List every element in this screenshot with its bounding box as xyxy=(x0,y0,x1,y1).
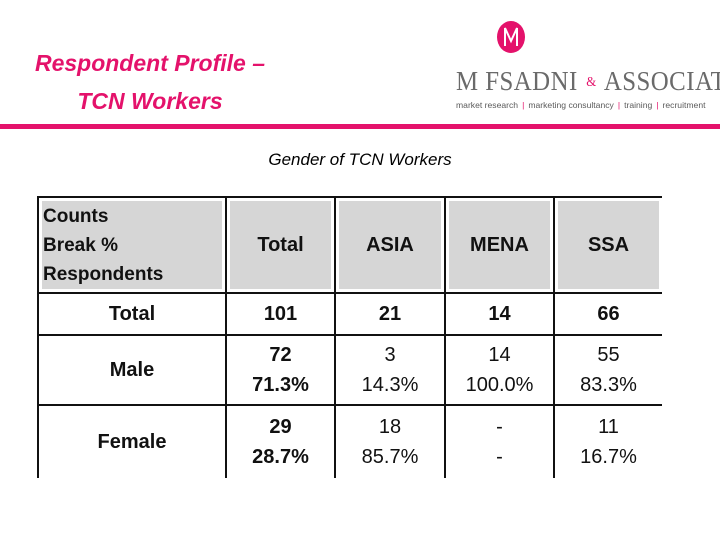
column-header-total: Total xyxy=(225,196,336,294)
cell-count: 14 xyxy=(444,292,555,336)
column-header-asia: ASIA xyxy=(334,196,446,294)
cell-percent: 16.7% xyxy=(580,446,637,468)
cell-count: 3 xyxy=(384,344,396,366)
logo-company-name: M FSADNI & ASSOCIATES xyxy=(456,66,720,97)
table-cell: 18 85.7% xyxy=(334,404,446,478)
tagline-separator: | xyxy=(617,100,621,110)
cell-count: 66 xyxy=(553,292,662,336)
gender-table-container: Counts Break % Respondents Total ASIA ME… xyxy=(37,196,662,482)
tagline-item: market research xyxy=(456,100,519,110)
logo-name-right: ASSOCIATES xyxy=(603,66,720,96)
table-title: Gender of TCN Workers xyxy=(268,150,452,169)
row-label: Total xyxy=(37,292,227,336)
cell-percent: 85.7% xyxy=(361,446,419,468)
cell-percent: 83.3% xyxy=(580,374,637,396)
logo-ampersand: & xyxy=(586,75,597,90)
slide-title-line-2: TCN Workers xyxy=(77,88,223,114)
column-header-ssa: SSA xyxy=(553,196,662,294)
cell-count: - xyxy=(496,416,503,438)
table-header-row: Counts Break % Respondents Total ASIA ME… xyxy=(37,196,662,294)
table-row-total: Total 101 21 14 66 xyxy=(37,292,662,336)
table-cell: - - xyxy=(444,404,555,478)
table-corner-header: Counts Break % Respondents xyxy=(37,196,227,294)
cell-count: 18 xyxy=(378,416,402,438)
table-row-female: Female 29 28.7% 18 85.7% - - 11 16.7% xyxy=(37,404,662,478)
table-cell: 14 100.0% xyxy=(444,334,555,406)
table-cell: 72 71.3% xyxy=(225,334,336,406)
corner-line: Break % xyxy=(43,234,118,256)
table-cell: 55 83.3% xyxy=(553,334,662,406)
corner-line: Respondents xyxy=(43,263,164,285)
row-label: Female xyxy=(37,404,227,478)
cell-percent: 100.0% xyxy=(465,374,534,396)
row-label: Male xyxy=(37,334,227,406)
table-cell: 3 14.3% xyxy=(334,334,446,406)
cell-percent: - xyxy=(496,446,503,468)
cell-count: 11 xyxy=(598,416,619,438)
table-cell: 11 16.7% xyxy=(553,404,662,478)
gender-table: Counts Break % Respondents Total ASIA ME… xyxy=(37,196,662,478)
cell-percent: 28.7% xyxy=(252,446,309,468)
logo-m-circle-icon xyxy=(497,21,525,53)
cell-percent: 14.3% xyxy=(361,374,419,396)
tagline-separator: | xyxy=(522,100,525,110)
cell-count: 101 xyxy=(225,292,336,336)
cell-count: 29 xyxy=(269,416,292,438)
slide-title: Respondent Profile – TCN Workers xyxy=(0,44,300,120)
table-cell: 29 28.7% xyxy=(225,404,336,478)
tagline-item: marketing consultancy xyxy=(528,100,614,110)
cell-count: 55 xyxy=(597,344,620,366)
logo-name-left: M FSADNI xyxy=(456,66,578,96)
cell-count: 72 xyxy=(269,344,292,366)
table-row-male: Male 72 71.3% 3 14.3% 14 100.0% 55 83.3% xyxy=(37,334,662,406)
cell-count: 21 xyxy=(334,292,446,336)
column-header-mena: MENA xyxy=(444,196,555,294)
corner-line: Counts xyxy=(43,205,109,227)
tagline-separator: | xyxy=(656,100,659,110)
slide-title-line-1: Respondent Profile – xyxy=(34,50,266,76)
header-divider xyxy=(0,124,720,129)
company-logo: M FSADNI & ASSOCIATES market research|ma… xyxy=(452,14,720,119)
logo-tagline: market research | marketing consultancy | tr… xyxy=(456,100,705,110)
tagline-item: training xyxy=(624,100,653,110)
cell-count: 14 xyxy=(488,344,511,366)
tagline-item: recruitment xyxy=(662,100,706,110)
cell-percent: 71.3% xyxy=(252,374,309,396)
